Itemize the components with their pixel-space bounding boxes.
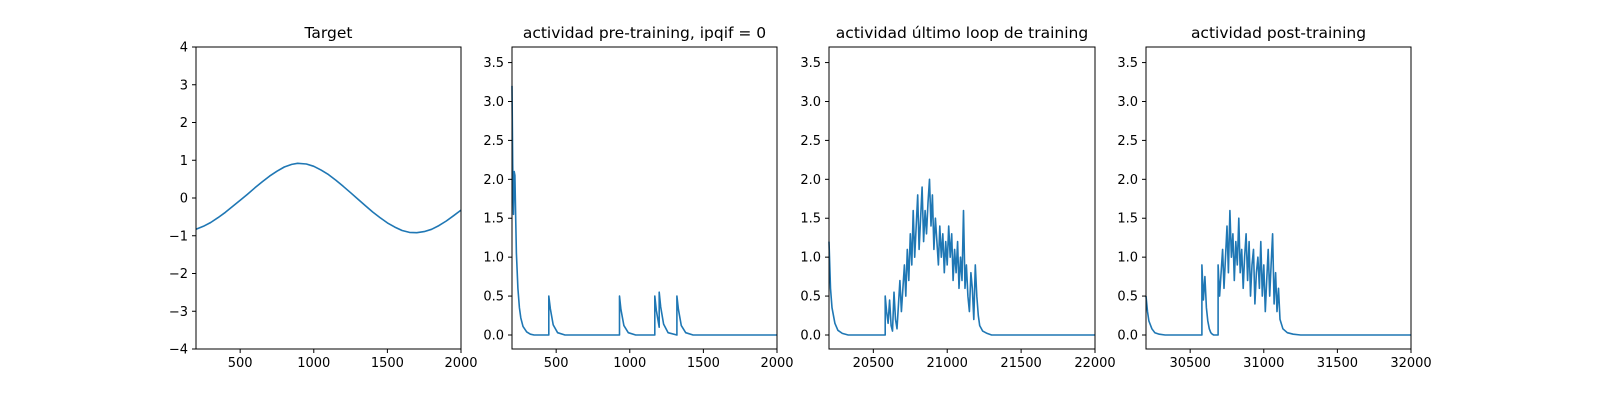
y-tick-label: 1 [180,154,188,169]
x-tick-label: 500 [228,356,253,371]
x-tick-label: 500 [544,356,569,371]
y-tick-label: 0 [180,192,188,207]
x-tick-label: 30500 [1169,356,1210,371]
subplot-title: actividad pre-training, ipqif = 0 [523,24,766,42]
y-tick-label: −3 [169,305,188,320]
y-axis: 0.0 0.5 1.0 1.5 2.0 2.5 3.0 3.5 [483,56,512,343]
y-tick-label: 0.0 [800,328,821,343]
subplot-title: actividad post-training [1191,24,1366,42]
series-line [511,85,777,336]
x-tick-label: 2000 [444,356,477,371]
y-tick-label: −1 [169,229,188,244]
series-line [1145,209,1411,336]
x-tick-label: 1000 [613,356,646,371]
y-tick-label: 0.5 [1117,290,1138,305]
plot-frame [828,46,1096,350]
plot-frame [511,46,778,350]
subplot-title: actividad último loop de training [836,24,1088,42]
subplot-target: Target 500 1000 1500 2000 −4 −3 −2 −1 0 1 2 3 4 [169,24,478,371]
x-tick-label: 1500 [371,356,404,371]
y-axis: 0.0 0.5 1.0 1.5 2.0 2.5 3.0 3.5 [1117,56,1146,343]
x-tick-label: 20500 [853,356,894,371]
y-tick-label: 3.0 [800,95,821,110]
y-tick-label: 2.0 [1117,173,1138,188]
y-tick-label: 3.0 [1117,95,1138,110]
y-tick-label: 2.5 [1117,134,1138,149]
y-tick-label: 2 [180,116,188,131]
y-tick-label: −4 [169,343,188,358]
plot-frame [1145,46,1412,350]
y-axis: −4 −3 −2 −1 0 1 2 3 4 [169,41,196,358]
y-tick-label: 3.0 [483,95,504,110]
y-tick-label: 3.5 [1117,56,1138,71]
y-tick-label: 2.5 [800,134,821,149]
y-tick-label: 2.0 [800,173,821,188]
x-axis: 20500 21000 21500 22000 [853,349,1116,371]
x-tick-label: 31000 [1243,356,1284,371]
y-tick-label: 0.0 [483,328,504,343]
y-tick-label: 0.5 [800,290,821,305]
x-tick-label: 1000 [297,356,330,371]
x-tick-label: 32000 [1390,356,1431,371]
y-tick-label: 3.5 [483,56,504,71]
y-tick-label: −2 [169,267,188,282]
y-tick-label: 1.5 [483,212,504,227]
x-axis: 500 1000 1500 2000 [544,349,794,371]
x-tick-label: 2000 [760,356,793,371]
y-tick-label: 1.5 [1117,212,1138,227]
x-tick-label: 21500 [1000,356,1041,371]
y-tick-label: 0.5 [483,290,504,305]
series-line [828,178,1095,336]
y-tick-label: 3 [180,78,188,93]
x-axis: 500 1000 1500 2000 [228,349,478,371]
y-tick-label: 2.0 [483,173,504,188]
y-tick-label: 2.5 [483,134,504,149]
y-tick-label: 1.0 [800,251,821,266]
x-tick-label: 21000 [927,356,968,371]
x-axis: 30500 31000 31500 32000 [1169,349,1432,371]
subplot-post-training: actividad post-training 30500 31000 31500 3… [1117,24,1431,371]
subplot-pre-training: actividad pre-training, ipqif = 0 500 100… [483,24,793,371]
x-tick-label: 1500 [687,356,720,371]
y-tick-label: 1.5 [800,212,821,227]
x-tick-label: 31500 [1317,356,1358,371]
subplot-last-training-loop: actividad último loop de training 20500 2… [800,24,1115,371]
y-axis: 0.0 0.5 1.0 1.5 2.0 2.5 3.0 3.5 [800,56,829,343]
subplot-title: Target [304,24,353,42]
x-tick-label: 22000 [1074,356,1115,371]
y-tick-label: 1.0 [483,251,504,266]
y-tick-label: 3.5 [800,56,821,71]
y-tick-label: 1.0 [1117,251,1138,266]
y-tick-label: 0.0 [1117,328,1138,343]
y-tick-label: 4 [180,41,188,56]
series-line [195,162,462,234]
